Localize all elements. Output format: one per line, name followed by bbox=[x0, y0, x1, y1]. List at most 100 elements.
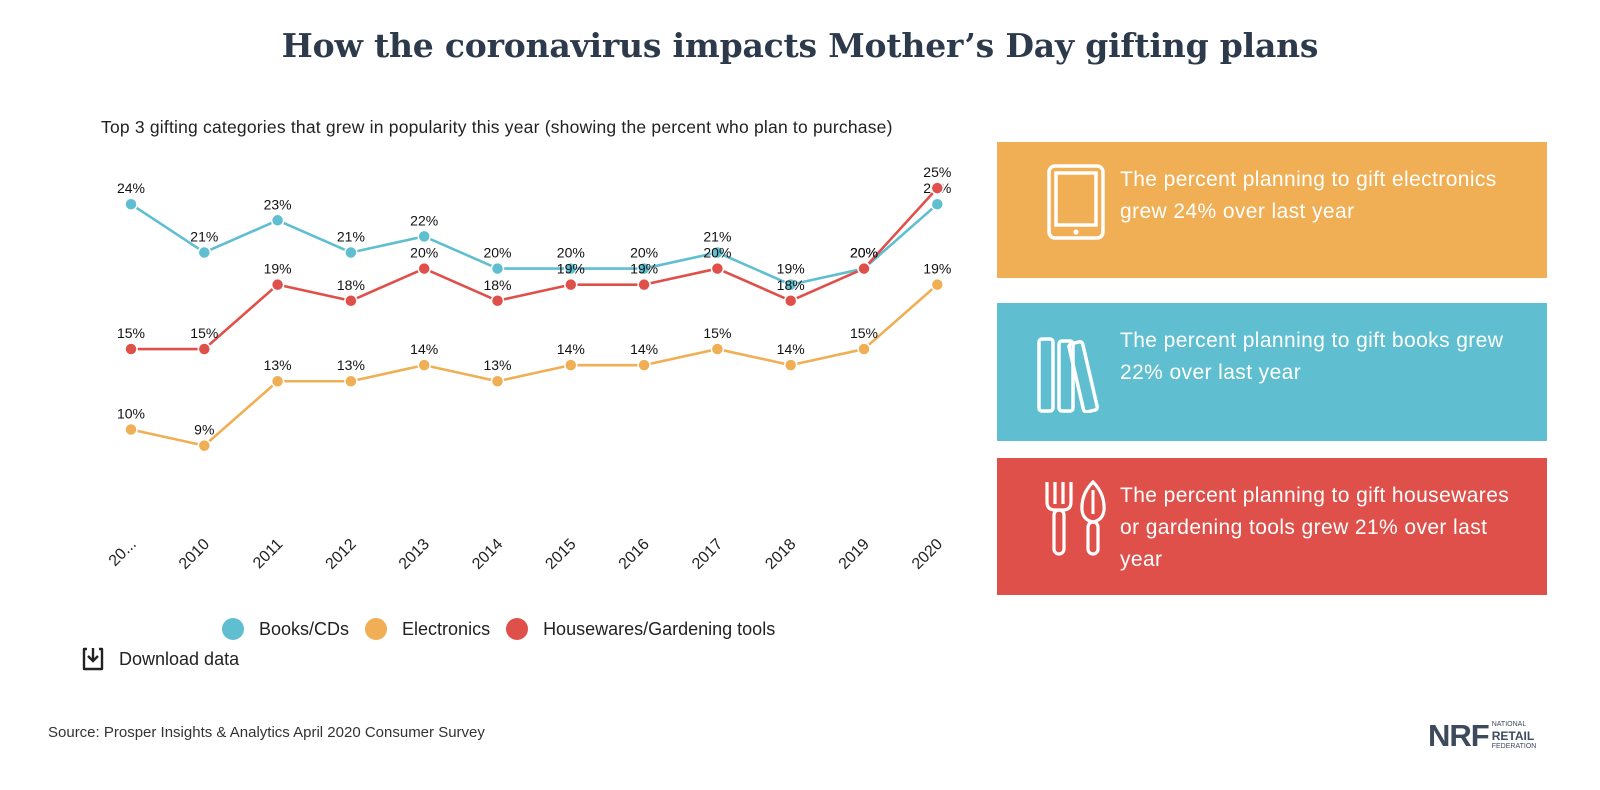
housewares-stat-text: The percent planning to gift housewares … bbox=[1120, 484, 1510, 571]
data-label-electronics: 19% bbox=[923, 261, 951, 277]
data-point-housewares-gardening-tools[interactable] bbox=[710, 261, 725, 276]
series-line-electronics bbox=[130, 283, 939, 447]
series-line-housewares-gardening-tools bbox=[131, 187, 939, 351]
data-label-housewares-gardening-tools: 19% bbox=[557, 261, 585, 277]
data-label-electronics: 15% bbox=[703, 325, 731, 341]
data-point-books-cds[interactable] bbox=[637, 261, 651, 276]
data-label-electronics: 13% bbox=[337, 357, 365, 373]
legend-swatch-books bbox=[222, 618, 244, 640]
books-stat-card: The percent planning to gift books grew … bbox=[997, 303, 1547, 441]
x-tick-label: 20... bbox=[106, 536, 140, 570]
legend-swatch-electronics bbox=[365, 618, 388, 640]
chart-legend: Books/CDs Electronics Housewares/Gardeni… bbox=[222, 618, 791, 640]
data-label-housewares-gardening-tools: 19% bbox=[264, 261, 292, 277]
data-label-housewares-gardening-tools: 15% bbox=[117, 325, 145, 341]
data-point-electronics[interactable] bbox=[930, 277, 945, 292]
data-point-electronics[interactable] bbox=[417, 358, 431, 372]
data-label-electronics: 14% bbox=[557, 341, 585, 357]
data-label-electronics: 15% bbox=[850, 325, 878, 341]
data-point-electronics[interactable] bbox=[564, 358, 578, 372]
download-data-label: Download data bbox=[119, 648, 240, 669]
data-point-books-cds[interactable] bbox=[710, 245, 725, 260]
page-title: How the coronavirus impacts Mother’s Day… bbox=[281, 26, 1319, 65]
electronics-stat-text: The percent planning to gift electronics… bbox=[1120, 168, 1497, 223]
data-label-housewares-gardening-tools: 18% bbox=[777, 277, 805, 293]
nrf-logo-line3: FEDERATION bbox=[1491, 743, 1537, 750]
data-point-electronics[interactable] bbox=[783, 358, 798, 372]
housewares-stat-card: The percent planning to gift housewares … bbox=[997, 458, 1547, 595]
data-label-books-cds: 20% bbox=[630, 245, 658, 261]
data-label-housewares-gardening-tools: 20% bbox=[410, 245, 438, 261]
data-point-housewares-gardening-tools[interactable] bbox=[344, 294, 358, 308]
data-label-books-cds: 20% bbox=[483, 245, 511, 261]
data-point-books-cds[interactable] bbox=[564, 261, 578, 276]
data-point-housewares-gardening-tools[interactable] bbox=[564, 277, 578, 292]
data-label-books-cds: 21% bbox=[190, 228, 218, 244]
data-point-housewares-gardening-tools[interactable] bbox=[270, 277, 285, 292]
legend-item-housewares[interactable]: Housewares/Gardening tools bbox=[506, 618, 775, 640]
data-point-electronics[interactable] bbox=[124, 422, 138, 437]
data-point-books-cds[interactable] bbox=[417, 229, 431, 244]
data-point-housewares-gardening-tools[interactable] bbox=[637, 277, 651, 292]
legend-swatch-housewares bbox=[506, 618, 529, 640]
data-label-books-cds: 22% bbox=[410, 212, 438, 228]
data-point-books-cds[interactable] bbox=[930, 197, 945, 211]
x-tick-label: 2011 bbox=[250, 536, 286, 572]
data-point-housewares-gardening-tools[interactable] bbox=[417, 261, 431, 276]
x-tick-label: 2014 bbox=[469, 536, 506, 573]
data-point-electronics[interactable] bbox=[710, 342, 725, 356]
fork-trowel-icon bbox=[1045, 480, 1106, 556]
legend-label-books: Books/CDs bbox=[259, 618, 350, 639]
books-icon bbox=[1037, 337, 1099, 413]
data-point-housewares-gardening-tools[interactable] bbox=[783, 294, 798, 308]
data-label-electronics: 14% bbox=[410, 341, 438, 357]
x-tick-label: 2018 bbox=[762, 536, 799, 573]
data-label-housewares-gardening-tools: 18% bbox=[337, 277, 365, 293]
data-point-electronics[interactable] bbox=[270, 374, 285, 388]
data-label-electronics: 13% bbox=[264, 357, 292, 373]
x-tick-label: 2020 bbox=[909, 536, 946, 573]
data-label-electronics: 10% bbox=[117, 406, 145, 422]
data-point-electronics[interactable] bbox=[344, 374, 358, 388]
data-label-housewares-gardening-tools: 20% bbox=[850, 245, 878, 261]
tablet-icon bbox=[1047, 164, 1105, 240]
nrf-logo-mark: NRF bbox=[1428, 718, 1490, 753]
data-point-housewares-gardening-tools[interactable] bbox=[857, 261, 871, 276]
data-point-electronics[interactable] bbox=[197, 438, 212, 453]
data-label-electronics: 14% bbox=[630, 341, 658, 357]
legend-label-housewares: Housewares/Gardening tools bbox=[543, 618, 776, 639]
data-point-housewares-gardening-tools[interactable] bbox=[197, 342, 212, 356]
data-point-books-cds[interactable] bbox=[124, 197, 138, 211]
data-point-housewares-gardening-tools[interactable] bbox=[490, 294, 505, 308]
data-label-books-cds: 19% bbox=[777, 261, 805, 277]
data-point-books-cds[interactable] bbox=[783, 277, 798, 292]
data-point-electronics[interactable] bbox=[857, 342, 871, 356]
legend-label-electronics: Electronics bbox=[402, 618, 491, 639]
data-point-books-cds[interactable] bbox=[270, 213, 285, 228]
data-label-books-cds: 20% bbox=[850, 245, 878, 261]
data-label-housewares-gardening-tools: 18% bbox=[483, 277, 511, 293]
x-tick-label: 2019 bbox=[836, 536, 873, 573]
data-point-electronics[interactable] bbox=[637, 358, 651, 372]
x-tick-label: 2017 bbox=[689, 536, 726, 573]
x-tick-label: 2012 bbox=[323, 536, 360, 573]
electronics-stat-card: The percent planning to gift electronics… bbox=[997, 142, 1547, 278]
legend-item-electronics[interactable]: Electronics bbox=[365, 618, 490, 640]
data-point-books-cds[interactable] bbox=[197, 245, 212, 260]
x-tick-label: 2013 bbox=[396, 536, 433, 573]
nrf-logo: NRF NATIONAL RETAIL FEDERATION bbox=[1428, 718, 1536, 754]
data-label-books-cds: 21% bbox=[337, 228, 365, 244]
line-chart: 10% 9% 13% 13% 14% 13% 14% 14% 15% 14% 15% 19% 24% 21… bbox=[106, 164, 952, 573]
legend-item-books[interactable]: Books/CDs bbox=[222, 618, 349, 640]
nrf-logo-line1: NATIONAL bbox=[1491, 721, 1527, 728]
data-point-housewares-gardening-tools[interactable] bbox=[124, 342, 138, 356]
data-label-electronics: 13% bbox=[483, 357, 511, 373]
data-point-books-cds[interactable] bbox=[344, 245, 358, 260]
data-point-housewares-gardening-tools[interactable] bbox=[930, 181, 945, 195]
source-note: Source: Prosper Insights & Analytics Apr… bbox=[48, 724, 485, 741]
data-point-electronics[interactable] bbox=[490, 374, 505, 388]
data-point-books-cds[interactable] bbox=[490, 261, 505, 276]
data-label-housewares-gardening-tools: 15% bbox=[190, 325, 218, 341]
download-data-button[interactable]: Download data bbox=[81, 646, 239, 672]
download-icon bbox=[82, 647, 104, 671]
